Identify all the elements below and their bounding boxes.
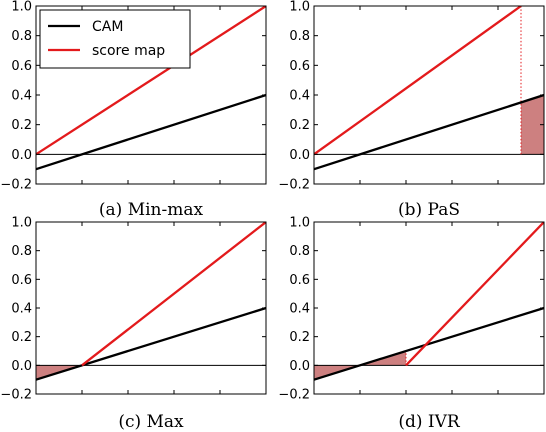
ytick-label: 0.4 (289, 89, 310, 104)
panel-caption: (d) IVR (398, 412, 461, 432)
ytick-label: 0.0 (11, 359, 32, 374)
plot-area (36, 6, 266, 171)
ytick-label: 0.6 (11, 273, 32, 288)
panel-caption: (b) PaS (398, 200, 460, 220)
plot-area (36, 222, 266, 381)
ytick-label: 0.0 (289, 359, 310, 374)
legend: CAM score map (39, 9, 191, 69)
ytick-label: 0.6 (289, 273, 310, 288)
ytick-label: 0.0 (11, 148, 32, 163)
ytick-label: 1.0 (289, 216, 310, 231)
panel-caption: (c) Max (118, 412, 184, 432)
ytick-label: 0.2 (289, 330, 310, 345)
cam-line (314, 93, 544, 171)
ytick-label: 1.0 (11, 0, 32, 15)
cam-line (36, 306, 266, 381)
ytick-label: 0.4 (289, 302, 310, 317)
panel-1: −0.2 0.0 0.2 0.4 0.6 0.8 1.0 (a) Min-max CAM scor… (0, 0, 267, 220)
ytick-label: 1.0 (289, 0, 310, 15)
ytick-label: 1.0 (11, 216, 32, 231)
shaded-region (521, 95, 544, 155)
panel-caption: (a) Min-max (99, 200, 204, 220)
ytick-label: 0.2 (289, 118, 310, 133)
cam-line (314, 306, 544, 381)
ytick-label: 0.4 (11, 302, 32, 317)
legend-label: CAM (92, 19, 123, 35)
ytick-label: 0.8 (289, 244, 310, 259)
plot-area (314, 222, 544, 381)
ytick-label: 0.8 (289, 29, 310, 44)
panel-2: −0.2 0.0 0.2 0.4 0.6 0.8 1.0 (b) PaS (278, 0, 545, 220)
ytick-label: −0.2 (278, 178, 310, 193)
ytick-label: 0.2 (11, 330, 32, 345)
score-map-line (405, 222, 544, 367)
score-map-line (314, 6, 522, 156)
cam-line (36, 93, 266, 171)
ytick-label: −0.2 (278, 388, 310, 403)
ytick-label: 0.8 (11, 244, 32, 259)
legend-box (39, 9, 191, 69)
ytick-label: 0.0 (289, 148, 310, 163)
ytick-label: −0.2 (0, 178, 32, 193)
ytick-label: 0.6 (11, 59, 32, 74)
ytick-label: 0.2 (11, 118, 32, 133)
ytick-label: 0.6 (289, 59, 310, 74)
ytick-label: −0.2 (0, 388, 32, 403)
legend-label: score map (92, 43, 165, 59)
plot-area (314, 6, 544, 171)
ytick-label: 0.4 (11, 89, 32, 104)
panel-4: −0.2 0.0 0.2 0.4 0.6 0.8 1.0 (d) IVR (278, 216, 545, 432)
ytick-label: 0.8 (11, 29, 32, 44)
panel-3: −0.2 0.0 0.2 0.4 0.6 0.8 1.0 (c) Max (0, 216, 267, 432)
score-map-line (36, 6, 266, 156)
score-map-line (81, 222, 266, 367)
